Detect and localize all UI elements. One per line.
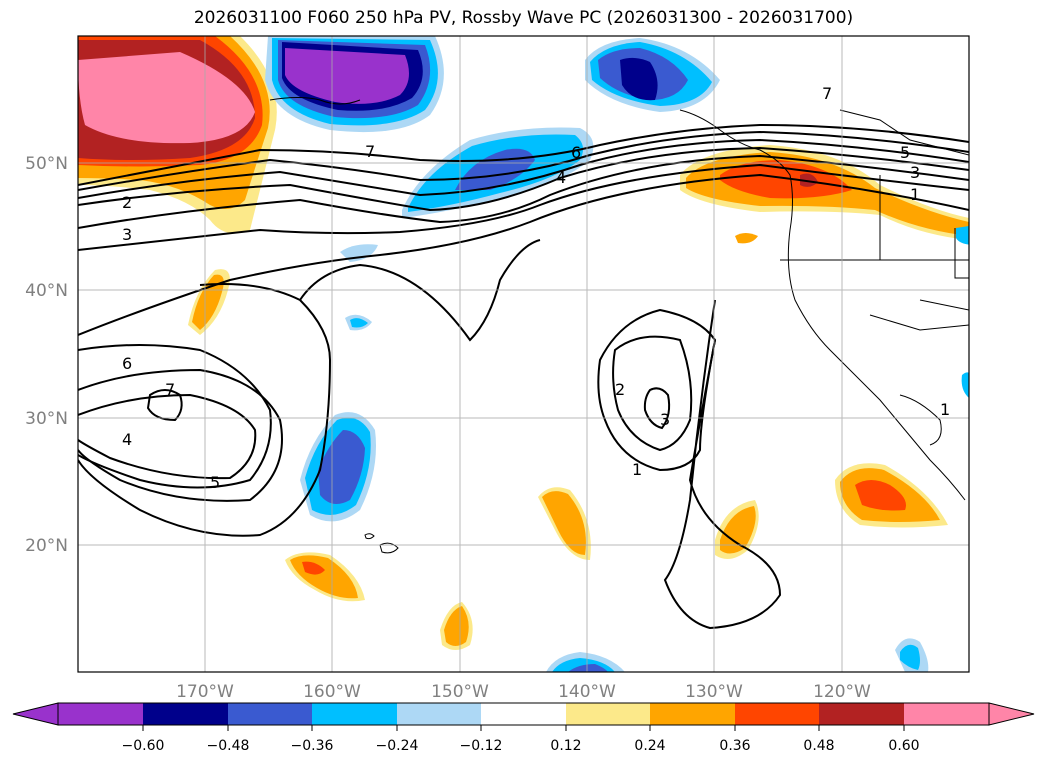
contour-label-7: 7: [822, 84, 832, 103]
contour-label-6: 6: [122, 354, 132, 373]
colorbar-swatch: [312, 703, 397, 725]
colorbar-tick-label: −0.24: [376, 738, 419, 754]
colorbar-tick-label: −0.36: [291, 738, 334, 754]
lon-labels: 170°W 160°W 150°W 140°W 130°W 120°W: [176, 682, 871, 702]
colorbar-swatch: [819, 703, 904, 725]
colorbar-tick-label: −0.60: [122, 738, 165, 754]
lon-label-170w: 170°W: [176, 682, 234, 702]
lon-label-130w: 130°W: [685, 682, 743, 702]
contour-label-5: 5: [210, 473, 220, 492]
lon-label-160w: 160°W: [303, 682, 361, 702]
contour-labels: 7 7 6 6 5 5 4 4 3 3 3 2 2 7 1 1 1: [122, 84, 950, 492]
colorbar-tick-label: 0.48: [803, 738, 834, 754]
contour-label-4: 4: [556, 168, 566, 187]
map-frame: [77, 35, 970, 673]
colorbar-swatch: [904, 703, 989, 725]
lon-label-120w: 120°W: [813, 682, 871, 702]
lat-label-30: 30°N: [25, 409, 68, 429]
colorbar-tick-label: −0.12: [460, 738, 503, 754]
contour-label-1: 1: [940, 400, 950, 419]
lon-label-150w: 150°W: [431, 682, 489, 702]
contour-label-3: 3: [910, 163, 920, 182]
contour-label-3: 3: [660, 410, 670, 429]
colorbar-swatch: [143, 703, 228, 725]
coastlines: [269, 97, 969, 554]
colorbar-swatch: [397, 703, 481, 725]
colorbar-swatch: [566, 703, 650, 725]
map-content: 7 7 6 6 5 5 4 4 3 3 3 2 2 7 1 1 1: [78, 36, 969, 672]
colorbar-tick-label: 0.36: [719, 738, 750, 754]
lat-labels: 20°N 30°N 40°N 50°N: [25, 154, 68, 556]
lat-label-40: 40°N: [25, 281, 68, 301]
lat-label-20: 20°N: [25, 536, 68, 556]
colorbar-tick-label: 0.12: [550, 738, 581, 754]
colorbar: −0.60 −0.48 −0.36 −0.24 −0.12 0.12 0.24 …: [12, 702, 1035, 754]
gridlines: [78, 36, 969, 672]
colorbar-swatch: [735, 703, 819, 725]
colorbar-swatch: [58, 703, 143, 725]
colorbar-extend-left: [12, 702, 59, 726]
contour-label-6: 6: [571, 143, 581, 162]
pv-anomaly-fills: [78, 36, 969, 672]
colorbar-tick-label: 0.24: [634, 738, 665, 754]
map-title: 2026031100 F060 250 hPa PV, Rossby Wave …: [193, 8, 854, 28]
colorbar-swatch: [650, 703, 735, 725]
colorbar-tick-label: 0.60: [888, 738, 919, 754]
contour-label-1: 1: [910, 185, 920, 204]
colorbar-extend-right: [988, 702, 1035, 726]
contour-label-7: 7: [165, 380, 175, 399]
contour-label-1: 1: [632, 460, 642, 479]
contour-label-2: 2: [615, 380, 625, 399]
contour-lines: [78, 123, 969, 630]
contour-label-4: 4: [122, 430, 132, 449]
contour-label-2: 2: [122, 193, 132, 212]
colorbar-tick-label: −0.48: [207, 738, 250, 754]
contour-label-7: 7: [365, 142, 375, 161]
colorbar-swatch: [228, 703, 312, 725]
contour-label-3: 3: [122, 225, 132, 244]
lat-label-50: 50°N: [25, 154, 68, 174]
colorbar-swatch: [481, 703, 566, 725]
lon-label-140w: 140°W: [558, 682, 616, 702]
contour-label-5: 5: [900, 143, 910, 162]
